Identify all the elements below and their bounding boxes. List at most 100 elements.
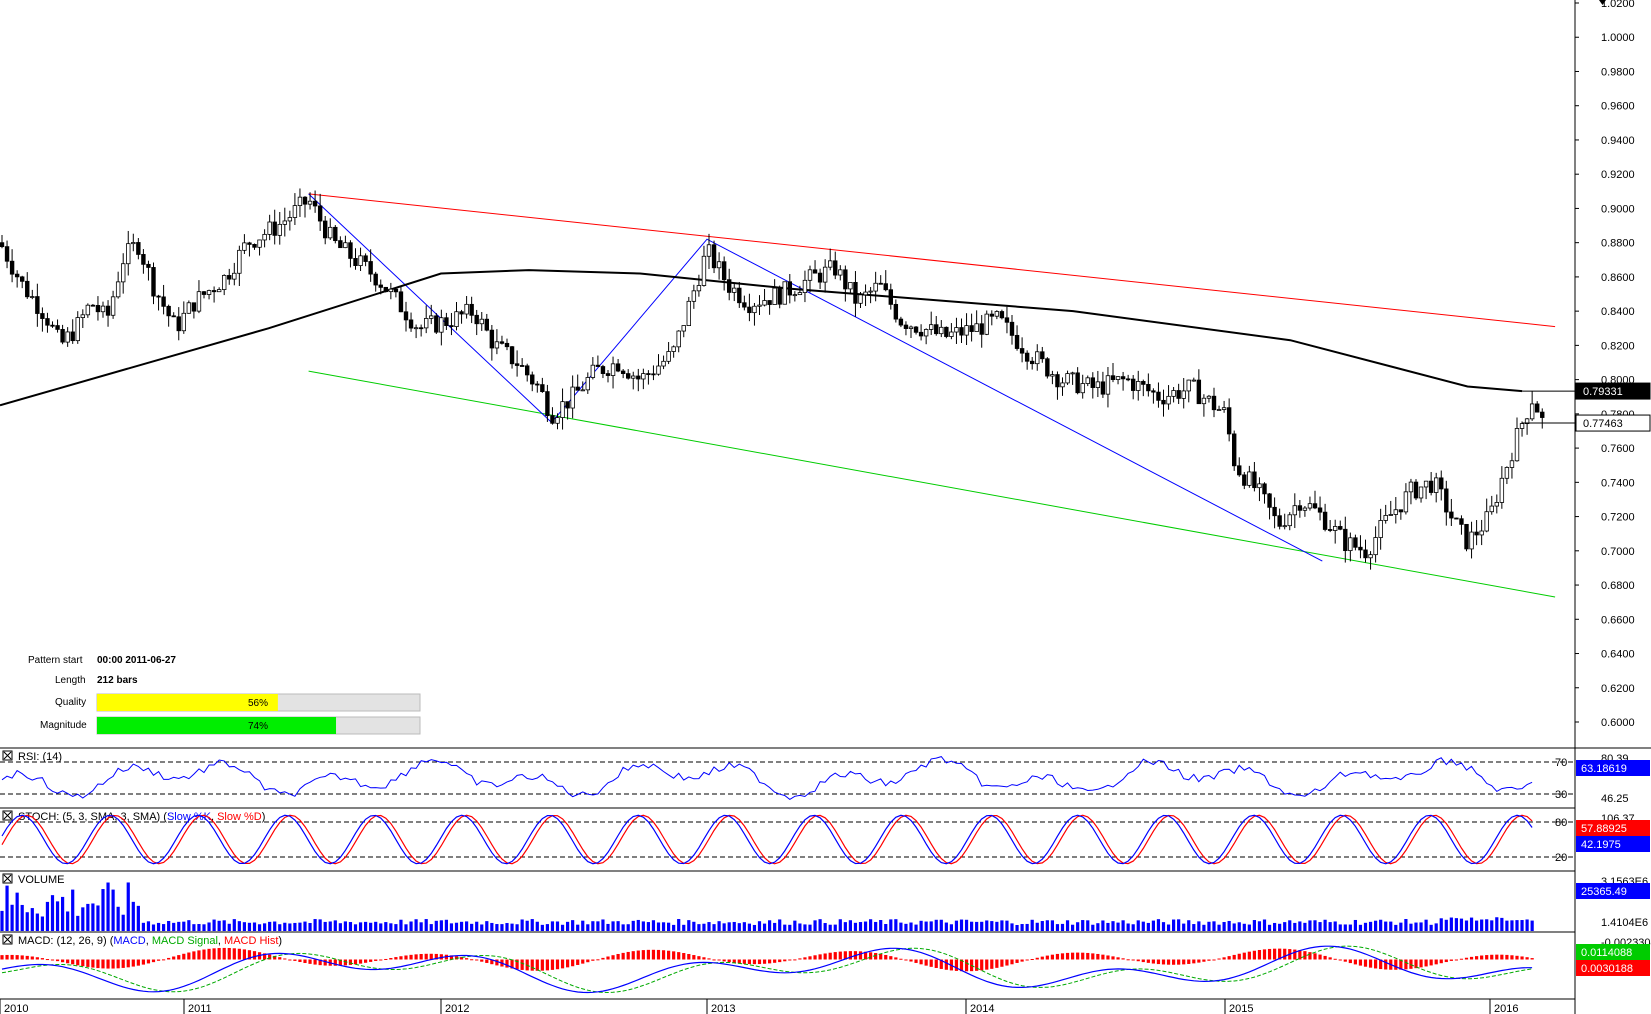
candle-body: [939, 326, 944, 335]
volume-bar: [975, 921, 979, 931]
macd-hist-bar: [606, 956, 610, 960]
level-label: 20: [1555, 852, 1567, 864]
macd-hist-bar: [1010, 959, 1014, 965]
volume-bar: [949, 924, 953, 931]
candle-body: [373, 273, 378, 286]
macd-hist-bar: [313, 959, 317, 965]
macd-hist-bar: [1303, 951, 1307, 960]
macd-hist-bar: [1475, 956, 1479, 960]
macd-hist-bar: [621, 952, 625, 960]
macd-hist-bar: [1101, 954, 1105, 960]
volume-bar: [298, 922, 302, 931]
candle-body: [706, 244, 712, 257]
macd-hist-bar: [1212, 959, 1216, 961]
volume-bar: [1409, 923, 1413, 931]
volume-bar: [187, 920, 191, 931]
macd-hist-bar: [990, 959, 994, 969]
candle-body: [1120, 376, 1126, 380]
volume-bar: [515, 924, 519, 931]
candle-body: [1242, 474, 1247, 486]
volume-bar: [677, 919, 681, 931]
pattern-info: Pattern start 00:00 2011-06-27 Length 21…: [28, 655, 421, 735]
volume-bar: [1374, 920, 1378, 931]
volume-bar: [1146, 922, 1150, 931]
candle-body: [136, 242, 141, 255]
macd-hist-bar: [535, 959, 539, 971]
candle-body: [115, 281, 121, 298]
volume-bar: [1025, 923, 1029, 931]
volume-bar: [45, 901, 50, 931]
macd-hist-bar: [601, 957, 605, 960]
volume-bar: [1015, 924, 1019, 931]
volume-bar: [374, 921, 378, 931]
volume-bar: [10, 904, 14, 931]
candle-body: [802, 279, 808, 293]
volume-bar: [1449, 917, 1453, 931]
macd-hist-bar: [298, 959, 302, 963]
close-icon: [3, 751, 12, 760]
candle-body: [514, 363, 520, 366]
candle-body: [1519, 423, 1525, 429]
volume-bar: [1308, 920, 1312, 931]
volume-bar: [1101, 920, 1105, 931]
macd-hist-bar: [141, 959, 145, 965]
candle-body: [1080, 383, 1085, 394]
volume-bar: [924, 921, 928, 931]
candle-body: [1474, 531, 1479, 536]
volume-bar: [667, 922, 671, 931]
candle-body: [671, 346, 676, 352]
candle-body: [166, 305, 171, 317]
volume-bar: [1358, 924, 1363, 931]
volume-bar: [1106, 922, 1110, 931]
volume-bar: [1096, 923, 1100, 931]
volume-bar: [1232, 923, 1236, 931]
volume-bar: [1323, 919, 1327, 931]
candle-body: [4, 246, 10, 262]
candle-body: [994, 311, 1000, 317]
level-label: 80: [1555, 817, 1567, 829]
volume-bar: [252, 922, 257, 931]
quality-bar-fill: [97, 694, 278, 711]
candle-body: [1363, 549, 1368, 559]
volume-bar: [470, 923, 474, 931]
macd-hist-bar: [338, 959, 342, 966]
indicator-badge: [1576, 883, 1650, 899]
volume-bar: [369, 922, 373, 931]
macd-signal-line: [1, 945, 1533, 994]
volume-bar: [500, 924, 504, 931]
candle-body: [701, 255, 707, 286]
candle-body: [378, 284, 383, 288]
macd-hist-bar: [353, 959, 358, 965]
volume-bar: [682, 924, 686, 931]
volume-bar: [15, 892, 19, 931]
volume-bar: [318, 919, 322, 931]
indicator-badge-label: 63.18619: [1581, 763, 1627, 775]
time-tick-label: 2010: [4, 1003, 28, 1014]
volume-bar: [1485, 919, 1489, 931]
candle-body: [1176, 390, 1181, 399]
candle-body: [237, 249, 242, 274]
volume-bar: [1081, 920, 1085, 931]
candle-body: [1156, 391, 1161, 401]
macd-hist-bar: [470, 959, 474, 961]
candle-body: [1131, 378, 1136, 391]
candle-body: [959, 327, 964, 336]
macd-hist-bar: [833, 952, 837, 960]
candle-body: [272, 221, 277, 236]
macd-hist-bar: [106, 959, 110, 969]
candle-body: [494, 341, 500, 349]
macd-hist-bar: [1434, 959, 1438, 965]
candle-body: [1257, 483, 1262, 489]
volume-bar: [944, 922, 948, 931]
panel-macd: MACD: (12, 26, 9) (MACD, MACD Signal, MA…: [0, 934, 1651, 1000]
volume-bar: [338, 923, 342, 931]
indicator-badge: [1576, 820, 1650, 836]
macd-hist-bar: [71, 959, 75, 965]
candle-body: [711, 244, 717, 269]
candle-body: [403, 311, 409, 321]
candle-body: [328, 226, 333, 239]
volume-bar: [550, 921, 555, 931]
candle-body: [504, 342, 510, 348]
indicator-badge: [1576, 944, 1650, 960]
volume-bar: [1005, 920, 1009, 931]
